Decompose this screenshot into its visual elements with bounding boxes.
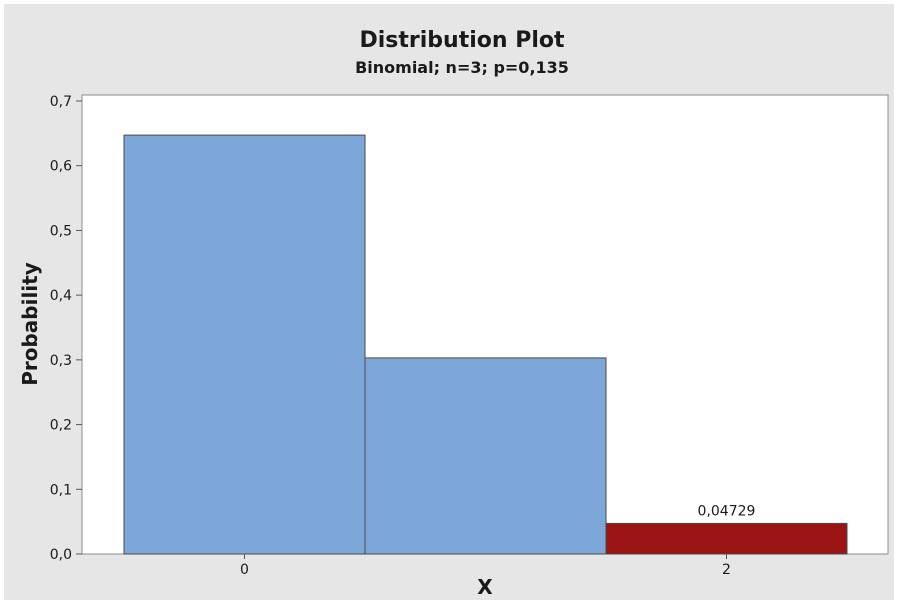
y-tick-label: 0,3 (50, 353, 72, 369)
bar-x-1 (364, 357, 607, 555)
y-axis: 0,0 0,1 0,2 0,3 0,4 0,5 0,6 0,7 (50, 94, 82, 563)
y-tick-label: 0,4 (50, 288, 72, 304)
y-tick-label: 0,2 (50, 418, 72, 434)
x-tick-label: 0 (240, 562, 249, 578)
y-tick-label: 0,6 (50, 159, 72, 175)
distribution-plot-chart: Distribution Plot Binomial; n=3; p=0,135… (18, 28, 889, 599)
bar-x-2 (605, 522, 848, 555)
chart-frame: Distribution Plot Binomial; n=3; p=0,135… (4, 4, 894, 600)
bar-x-0 (123, 134, 366, 555)
chart-subtitle: Binomial; n=3; p=0,135 (355, 58, 569, 77)
y-axis-title: Probability (18, 262, 42, 386)
y-tick-label: 0,5 (50, 223, 72, 239)
y-tick-label: 0,7 (50, 94, 72, 110)
bars-group: 0,04729 (123, 134, 848, 555)
y-tick-label: 0,1 (50, 482, 72, 498)
x-tick-label: 2 (722, 562, 731, 578)
bar-value-label: 0,04729 (698, 503, 756, 519)
y-tick-label: 0,0 (50, 547, 72, 563)
chart-title: Distribution Plot (359, 28, 564, 53)
x-axis-title: X (477, 575, 493, 599)
